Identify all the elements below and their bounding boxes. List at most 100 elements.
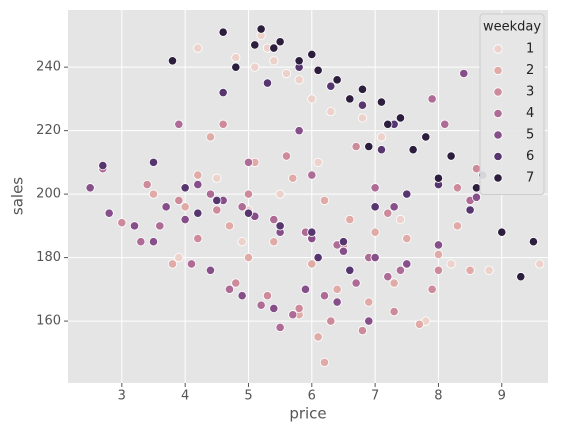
point (218, 119, 228, 129)
point (180, 183, 190, 193)
legend-marker (493, 173, 503, 183)
y-tick-label: 200 (36, 187, 61, 202)
point (332, 297, 342, 307)
point (319, 291, 330, 301)
point (395, 214, 406, 225)
point (446, 151, 456, 161)
point (446, 259, 456, 269)
point (395, 265, 406, 275)
legend-label: 6 (526, 149, 534, 164)
point (433, 265, 444, 275)
point (180, 202, 190, 212)
point (364, 297, 374, 307)
point (471, 183, 482, 193)
point (389, 202, 399, 212)
legend-marker (493, 44, 503, 54)
point (142, 179, 152, 190)
point (370, 183, 380, 193)
point (307, 227, 317, 237)
point (243, 208, 254, 218)
point (383, 119, 393, 129)
point (262, 78, 273, 88)
point (433, 249, 444, 260)
point (269, 56, 279, 66)
point (452, 221, 463, 231)
point (186, 259, 197, 269)
point (364, 141, 374, 152)
point (98, 160, 108, 171)
point (269, 214, 279, 225)
point (383, 208, 393, 218)
point (389, 278, 399, 288)
point (288, 310, 298, 320)
point (250, 62, 260, 72)
legend: weekday 1 2 3 4 5 6 7 (479, 13, 545, 195)
y-tick-label: 180 (36, 250, 61, 265)
legend-marker (493, 108, 503, 119)
point (338, 246, 349, 256)
point (237, 291, 247, 301)
point (300, 284, 311, 294)
point (345, 265, 355, 275)
y-axis-label: sales (9, 177, 27, 215)
point (85, 183, 95, 193)
point (427, 94, 437, 104)
point (326, 316, 336, 326)
point (205, 132, 216, 142)
point (376, 132, 387, 142)
point (364, 316, 374, 326)
y-tick-label: 160 (36, 314, 61, 329)
point (212, 173, 222, 183)
y-tick-label: 240 (36, 60, 61, 75)
point (313, 65, 323, 75)
point (402, 189, 412, 199)
point (497, 227, 507, 237)
point (174, 253, 184, 263)
point (427, 284, 437, 294)
point (370, 253, 380, 263)
point (275, 189, 285, 199)
point (389, 306, 399, 317)
point (313, 332, 323, 342)
point (231, 278, 241, 288)
point (193, 170, 203, 180)
point (326, 81, 336, 91)
point (231, 53, 241, 63)
point (319, 357, 330, 367)
point (193, 179, 203, 190)
point (193, 43, 203, 53)
point (313, 253, 323, 263)
point (136, 237, 146, 247)
legend-marker (493, 87, 503, 97)
point (224, 221, 235, 231)
points (85, 24, 545, 367)
point (193, 208, 203, 218)
point (269, 43, 279, 53)
point (148, 237, 159, 247)
point (250, 40, 260, 50)
point (370, 227, 380, 237)
point (370, 202, 380, 212)
point (269, 237, 279, 247)
point (148, 189, 159, 199)
point (307, 94, 317, 104)
point (376, 145, 387, 155)
point (465, 265, 475, 275)
point (212, 195, 222, 206)
point (421, 132, 431, 142)
point (155, 221, 165, 231)
point (275, 37, 285, 47)
point (313, 157, 323, 167)
point (471, 164, 482, 174)
point (212, 205, 222, 215)
point (351, 278, 361, 288)
point (205, 189, 216, 199)
x-tick-label: 4 (181, 389, 189, 404)
point (117, 218, 127, 228)
point (376, 97, 387, 107)
point (345, 94, 355, 104)
point (275, 221, 285, 231)
point (319, 195, 330, 206)
point (243, 157, 254, 167)
